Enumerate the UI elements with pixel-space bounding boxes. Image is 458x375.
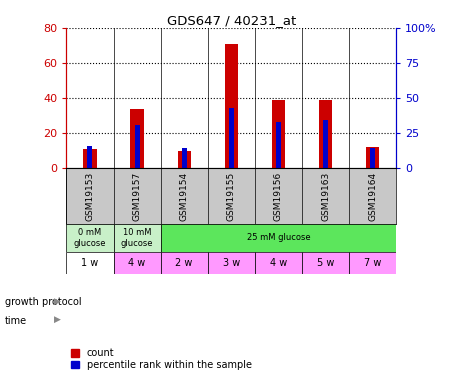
Text: 4 w: 4 w	[128, 258, 146, 268]
Bar	[161, 252, 208, 274]
Text: ▶: ▶	[54, 297, 61, 306]
Text: GSM19155: GSM19155	[227, 171, 236, 220]
Bar	[323, 120, 328, 168]
Text: 3 w: 3 w	[223, 258, 240, 268]
Text: 1 w: 1 w	[82, 258, 98, 268]
Text: growth protocol: growth protocol	[5, 297, 81, 307]
Text: GSM19157: GSM19157	[132, 171, 142, 220]
Text: 10 mM
glucose: 10 mM glucose	[121, 228, 153, 248]
Bar	[114, 224, 161, 252]
Text: GSM19163: GSM19163	[321, 171, 330, 220]
Text: 4 w: 4 w	[270, 258, 287, 268]
Bar	[319, 100, 332, 168]
Bar	[131, 109, 144, 168]
Text: GSM19154: GSM19154	[180, 171, 189, 220]
Text: time: time	[5, 316, 27, 326]
Bar	[161, 224, 396, 252]
Text: ▶: ▶	[54, 315, 61, 324]
Bar	[178, 150, 191, 168]
Title: GDS647 / 40231_at: GDS647 / 40231_at	[167, 14, 296, 27]
Text: 25 mM glucose: 25 mM glucose	[246, 234, 310, 243]
Bar	[114, 252, 161, 274]
Bar	[66, 224, 114, 252]
Text: 0 mM
glucose: 0 mM glucose	[74, 228, 106, 248]
Bar	[370, 148, 375, 168]
Bar	[276, 122, 281, 168]
Bar	[66, 252, 114, 274]
Text: GSM19156: GSM19156	[274, 171, 283, 220]
Bar	[208, 252, 255, 274]
Text: GSM19153: GSM19153	[86, 171, 94, 220]
Text: 2 w: 2 w	[175, 258, 193, 268]
Bar	[229, 108, 234, 168]
Bar	[87, 146, 93, 168]
Text: GSM19164: GSM19164	[368, 171, 377, 220]
Bar	[225, 44, 238, 168]
Bar	[366, 147, 379, 168]
Bar	[272, 100, 285, 168]
Text: 7 w: 7 w	[364, 258, 382, 268]
Text: 5 w: 5 w	[317, 258, 334, 268]
Bar	[349, 252, 396, 274]
Bar	[83, 149, 97, 168]
Bar	[182, 148, 187, 168]
Bar	[135, 124, 140, 168]
Bar	[302, 252, 349, 274]
Legend: count, percentile rank within the sample: count, percentile rank within the sample	[71, 348, 252, 370]
Bar	[255, 252, 302, 274]
